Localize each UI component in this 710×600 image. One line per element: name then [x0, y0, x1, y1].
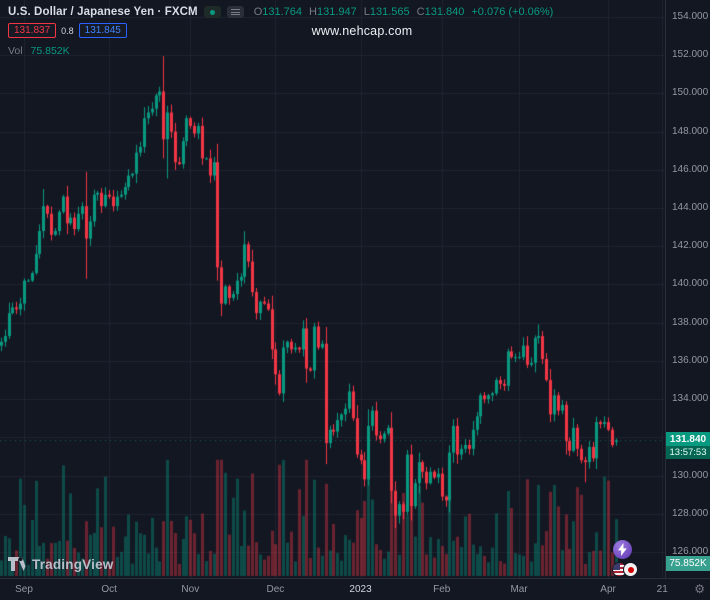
tradingview-logo-text: TradingView — [32, 556, 114, 572]
spread-value: 0.8 — [61, 25, 74, 36]
price-axis-label: 136.000 — [672, 354, 709, 366]
time-axis-label: Mar — [510, 584, 528, 595]
bid-price-button[interactable]: 131.837 — [8, 23, 57, 38]
close-value: 131.840 — [424, 6, 465, 18]
time-axis-label: Apr — [600, 584, 616, 595]
tradingview-logo[interactable]: TradingView — [8, 556, 113, 572]
chart-legend: U.S. Dollar / Japanese Yen · FXCM O131.7… — [8, 6, 553, 57]
time-axis-label: Dec — [266, 584, 285, 595]
lightning-icon[interactable] — [613, 540, 632, 559]
price-axis-label: 138.000 — [672, 316, 709, 328]
low-value: 131.565 — [369, 6, 410, 18]
price-axis-label: 152.000 — [672, 49, 709, 61]
gear-icon[interactable]: ⚙ — [694, 582, 705, 596]
green-dot-icon — [209, 9, 215, 15]
price-axis-label: 128.000 — [672, 507, 709, 519]
price-axis[interactable]: 154.000 152.000 150.000 148.000 146.000 144.0… — [665, 0, 710, 578]
ohlc-values: O131.764 H131.947 L131.565 C131.840 +0.0… — [254, 6, 554, 18]
price-axis-label: 150.000 — [672, 87, 709, 99]
price-axis-label: 126.000 — [672, 545, 709, 557]
high-value: 131.947 — [316, 6, 357, 18]
time-axis-label: Oct — [101, 584, 117, 595]
market-status-icon[interactable] — [203, 6, 221, 18]
price-axis-label: 146.000 — [672, 163, 709, 175]
price-axis-label: 140.000 — [672, 278, 709, 290]
volume-axis-tag[interactable]: 75.852K — [666, 556, 710, 571]
price-axis-label: 148.000 — [672, 125, 709, 137]
volume-label: Vol — [8, 45, 23, 57]
time-axis-label: 21 — [656, 584, 668, 595]
price-axis-label: 144.000 — [672, 202, 709, 214]
jpy-flag-icon — [623, 562, 638, 577]
price-axis-label: 154.000 — [672, 11, 709, 22]
time-axis-label: Sep — [15, 584, 33, 595]
time-axis-label: Nov — [181, 584, 200, 595]
price-axis-label: 130.000 — [672, 469, 709, 481]
tradingview-logo-icon — [8, 557, 26, 571]
price-axis-label: 142.000 — [672, 240, 709, 252]
usd-jpy-flags-icon[interactable] — [612, 562, 638, 577]
time-axis-label: 2023 — [349, 584, 372, 595]
last-price-tag[interactable]: 131.840 13:57:53 — [666, 432, 710, 460]
ask-price-button[interactable]: 131.845 — [78, 23, 127, 38]
watermark-text: www.nehcap.com — [311, 24, 413, 38]
open-label: O — [253, 6, 263, 18]
symbol-title[interactable]: U.S. Dollar / Japanese Yen · FXCM — [8, 6, 198, 18]
last-price-value: 131.840 — [666, 432, 710, 447]
time-axis-label: Feb — [433, 584, 451, 595]
bar-countdown: 13:57:53 — [666, 446, 710, 460]
legend-menu-icon[interactable] — [226, 6, 244, 18]
candlestick-chart-canvas[interactable] — [0, 0, 665, 578]
volume-value: 75.852K — [30, 45, 70, 57]
change-value: +0.076 (+0.06%) — [471, 6, 554, 18]
high-label: H — [309, 6, 317, 18]
price-axis-label: 134.000 — [672, 393, 709, 405]
open-value: 131.764 — [262, 6, 303, 18]
low-label: L — [363, 6, 370, 18]
time-axis[interactable]: ⚙ Sep Oct Nov Dec 2023 Feb Mar Apr 21 — [0, 578, 710, 600]
close-label: C — [416, 6, 425, 18]
